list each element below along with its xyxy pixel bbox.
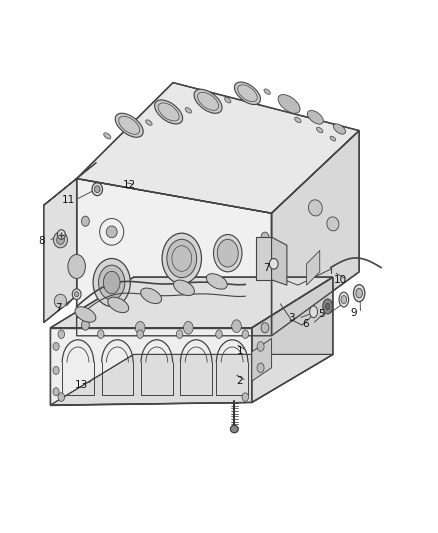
Ellipse shape (137, 330, 143, 338)
Ellipse shape (99, 265, 125, 300)
Ellipse shape (103, 271, 120, 294)
Ellipse shape (295, 117, 301, 123)
Text: 13: 13 (74, 380, 88, 390)
Ellipse shape (185, 108, 191, 113)
Ellipse shape (173, 280, 194, 296)
Ellipse shape (155, 100, 183, 124)
Ellipse shape (242, 330, 249, 338)
Ellipse shape (194, 89, 222, 114)
Ellipse shape (308, 200, 322, 216)
Polygon shape (50, 277, 333, 328)
Text: 8: 8 (39, 236, 46, 246)
Text: 12: 12 (123, 180, 136, 190)
Text: 11: 11 (62, 195, 75, 205)
Ellipse shape (206, 273, 227, 289)
Ellipse shape (217, 239, 238, 267)
Ellipse shape (74, 292, 79, 297)
Ellipse shape (53, 388, 59, 395)
Ellipse shape (167, 239, 197, 278)
Ellipse shape (53, 232, 67, 248)
Ellipse shape (225, 98, 231, 103)
Ellipse shape (75, 306, 96, 322)
Ellipse shape (327, 217, 339, 231)
Ellipse shape (68, 255, 85, 279)
Polygon shape (256, 237, 272, 280)
Ellipse shape (162, 233, 201, 284)
Text: 6: 6 (302, 319, 309, 329)
Ellipse shape (353, 285, 365, 302)
Ellipse shape (356, 288, 362, 298)
Ellipse shape (95, 186, 100, 192)
Ellipse shape (215, 330, 222, 338)
Text: 3: 3 (288, 313, 295, 323)
Ellipse shape (176, 330, 183, 338)
Ellipse shape (108, 297, 129, 313)
Ellipse shape (310, 306, 318, 318)
Ellipse shape (230, 425, 238, 433)
Ellipse shape (242, 393, 249, 401)
Ellipse shape (146, 120, 152, 125)
Text: 7: 7 (55, 303, 62, 313)
Polygon shape (307, 251, 320, 285)
Text: 10: 10 (334, 275, 347, 285)
Ellipse shape (115, 113, 143, 138)
Ellipse shape (141, 288, 162, 304)
Polygon shape (252, 338, 272, 381)
Ellipse shape (257, 363, 264, 373)
Ellipse shape (261, 232, 269, 242)
Ellipse shape (317, 127, 323, 133)
Ellipse shape (261, 322, 269, 333)
Ellipse shape (269, 259, 278, 269)
Ellipse shape (333, 124, 346, 134)
Ellipse shape (57, 230, 65, 239)
Text: 5: 5 (318, 310, 325, 319)
Ellipse shape (257, 342, 264, 351)
Ellipse shape (184, 321, 193, 334)
Ellipse shape (232, 320, 241, 333)
Ellipse shape (104, 133, 111, 139)
Polygon shape (252, 277, 333, 402)
Ellipse shape (53, 343, 59, 351)
Ellipse shape (53, 367, 59, 374)
Polygon shape (50, 354, 333, 405)
Ellipse shape (81, 320, 89, 330)
Ellipse shape (92, 183, 102, 196)
Ellipse shape (72, 289, 81, 300)
Text: 7: 7 (263, 263, 270, 272)
Ellipse shape (54, 294, 67, 308)
Ellipse shape (339, 292, 349, 307)
Ellipse shape (214, 235, 242, 272)
Ellipse shape (325, 303, 330, 310)
Ellipse shape (97, 330, 104, 338)
Polygon shape (77, 83, 359, 213)
Ellipse shape (81, 216, 89, 226)
Ellipse shape (58, 330, 65, 338)
Ellipse shape (93, 259, 131, 306)
Ellipse shape (106, 226, 117, 238)
Ellipse shape (323, 299, 332, 314)
Polygon shape (44, 179, 77, 322)
Polygon shape (77, 179, 272, 336)
Text: 2: 2 (237, 376, 244, 386)
Polygon shape (44, 163, 96, 205)
Ellipse shape (135, 321, 145, 334)
Text: 1: 1 (237, 346, 244, 356)
Polygon shape (272, 131, 359, 336)
Ellipse shape (341, 295, 347, 304)
Ellipse shape (58, 393, 65, 401)
Ellipse shape (330, 136, 336, 141)
Ellipse shape (57, 235, 64, 244)
Ellipse shape (307, 110, 323, 124)
Polygon shape (272, 237, 287, 285)
Polygon shape (50, 328, 252, 405)
Ellipse shape (278, 94, 300, 114)
Ellipse shape (234, 82, 261, 104)
Ellipse shape (264, 89, 270, 94)
Text: 9: 9 (350, 309, 357, 318)
